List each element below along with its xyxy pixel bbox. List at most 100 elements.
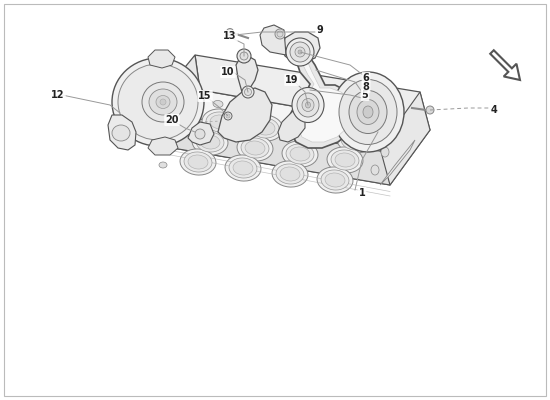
Polygon shape	[150, 55, 200, 145]
Polygon shape	[380, 92, 430, 185]
Ellipse shape	[353, 118, 363, 126]
Polygon shape	[260, 25, 286, 55]
Ellipse shape	[371, 165, 379, 175]
Ellipse shape	[290, 147, 310, 161]
Ellipse shape	[349, 90, 387, 134]
Ellipse shape	[196, 132, 224, 152]
Ellipse shape	[195, 129, 205, 139]
Polygon shape	[218, 88, 272, 142]
Ellipse shape	[332, 72, 404, 152]
Ellipse shape	[142, 82, 184, 122]
Ellipse shape	[180, 149, 216, 175]
Polygon shape	[278, 108, 305, 142]
Ellipse shape	[296, 124, 324, 144]
Polygon shape	[148, 50, 175, 68]
Ellipse shape	[292, 88, 324, 122]
Text: 8: 8	[362, 82, 370, 92]
Ellipse shape	[345, 133, 365, 147]
Ellipse shape	[280, 167, 300, 181]
Polygon shape	[290, 45, 360, 148]
Ellipse shape	[255, 121, 275, 135]
Ellipse shape	[357, 100, 379, 124]
Ellipse shape	[247, 115, 283, 141]
Ellipse shape	[300, 127, 320, 141]
Text: 5: 5	[362, 90, 369, 100]
Polygon shape	[155, 90, 430, 185]
Ellipse shape	[282, 141, 318, 167]
Ellipse shape	[159, 162, 167, 168]
Ellipse shape	[251, 118, 279, 138]
Polygon shape	[108, 115, 136, 150]
Ellipse shape	[302, 98, 314, 112]
Ellipse shape	[307, 112, 317, 120]
Ellipse shape	[184, 152, 212, 172]
Polygon shape	[195, 55, 430, 130]
Ellipse shape	[168, 122, 176, 128]
Text: 6: 6	[362, 73, 370, 83]
Ellipse shape	[298, 50, 302, 54]
Ellipse shape	[286, 144, 314, 164]
Ellipse shape	[233, 161, 253, 175]
Text: 15: 15	[198, 91, 212, 101]
Polygon shape	[282, 32, 320, 62]
Ellipse shape	[156, 96, 170, 108]
Ellipse shape	[325, 173, 345, 187]
Ellipse shape	[240, 52, 248, 60]
Text: 13: 13	[223, 31, 236, 41]
Ellipse shape	[335, 153, 355, 167]
Ellipse shape	[225, 155, 261, 181]
Polygon shape	[148, 137, 178, 155]
Polygon shape	[236, 56, 258, 92]
Ellipse shape	[112, 125, 130, 141]
Ellipse shape	[363, 106, 373, 118]
Ellipse shape	[237, 135, 273, 161]
Ellipse shape	[202, 109, 238, 135]
Ellipse shape	[327, 147, 363, 173]
Ellipse shape	[149, 89, 177, 115]
Polygon shape	[380, 140, 415, 185]
Ellipse shape	[305, 102, 311, 108]
Ellipse shape	[188, 155, 208, 169]
Ellipse shape	[245, 88, 251, 96]
Ellipse shape	[290, 42, 310, 62]
Ellipse shape	[224, 112, 232, 120]
Text: 4: 4	[491, 105, 497, 115]
Ellipse shape	[292, 121, 328, 147]
Ellipse shape	[229, 158, 257, 178]
Ellipse shape	[213, 100, 223, 108]
Ellipse shape	[277, 31, 283, 37]
Ellipse shape	[112, 58, 204, 146]
FancyArrow shape	[490, 50, 520, 80]
Ellipse shape	[275, 29, 285, 39]
Ellipse shape	[297, 93, 319, 117]
Text: 20: 20	[165, 115, 179, 125]
Text: 19: 19	[285, 75, 299, 85]
Ellipse shape	[118, 64, 198, 140]
Ellipse shape	[242, 86, 254, 98]
Ellipse shape	[321, 170, 349, 190]
Ellipse shape	[295, 47, 305, 57]
Ellipse shape	[200, 135, 220, 149]
Ellipse shape	[241, 138, 269, 158]
Text: 9: 9	[317, 25, 323, 35]
Text: 12: 12	[51, 90, 65, 100]
Ellipse shape	[272, 161, 308, 187]
Ellipse shape	[210, 115, 230, 129]
Ellipse shape	[164, 142, 172, 148]
Ellipse shape	[206, 112, 234, 132]
Ellipse shape	[245, 141, 265, 155]
Polygon shape	[150, 110, 390, 185]
Ellipse shape	[160, 99, 166, 105]
Polygon shape	[297, 51, 354, 142]
Ellipse shape	[226, 114, 230, 118]
Text: 1: 1	[359, 188, 365, 198]
Ellipse shape	[337, 127, 373, 153]
Polygon shape	[188, 122, 214, 145]
Ellipse shape	[339, 80, 397, 144]
Ellipse shape	[227, 28, 234, 36]
Ellipse shape	[192, 129, 228, 155]
Ellipse shape	[260, 106, 270, 114]
Ellipse shape	[341, 130, 369, 150]
Ellipse shape	[286, 38, 314, 66]
Ellipse shape	[331, 150, 359, 170]
